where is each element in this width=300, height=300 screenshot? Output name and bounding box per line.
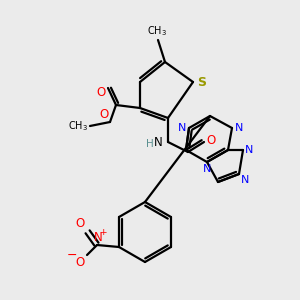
- Text: +: +: [99, 228, 107, 237]
- Text: CH$_3$: CH$_3$: [147, 24, 167, 38]
- Text: N: N: [94, 231, 102, 244]
- Text: N: N: [178, 123, 186, 133]
- Text: O: O: [100, 108, 109, 121]
- Text: N: N: [245, 145, 254, 155]
- Text: CH$_3$: CH$_3$: [68, 119, 88, 133]
- Text: H: H: [146, 139, 154, 149]
- Text: N: N: [203, 164, 211, 174]
- Text: −: −: [67, 248, 77, 262]
- Text: O: O: [76, 217, 85, 230]
- Text: O: O: [76, 256, 85, 269]
- Text: N: N: [235, 123, 243, 133]
- Text: S: S: [197, 76, 206, 88]
- Text: N: N: [241, 175, 249, 185]
- Text: N: N: [154, 136, 163, 148]
- Text: O: O: [206, 134, 215, 148]
- Text: O: O: [97, 86, 106, 99]
